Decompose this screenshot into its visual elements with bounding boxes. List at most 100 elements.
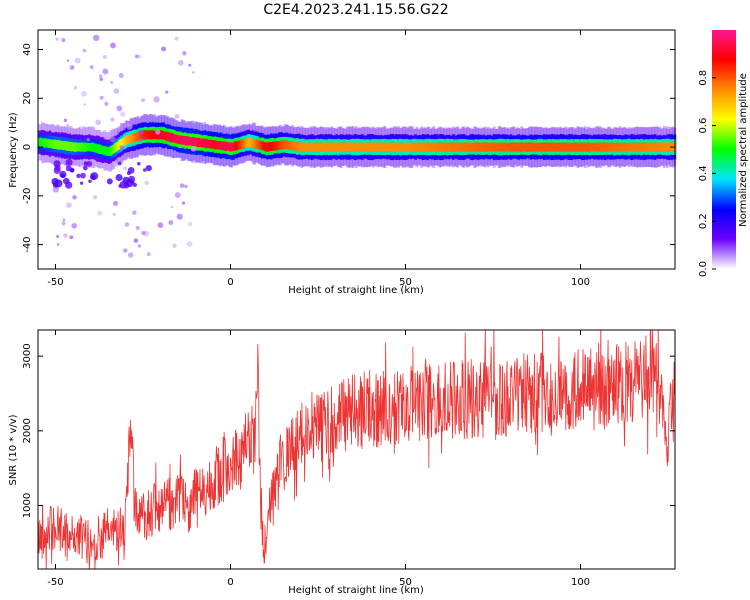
spectrogram-cell <box>212 140 216 149</box>
spectrogram-cell <box>350 142 354 152</box>
spectrogram-speckle <box>138 137 143 142</box>
spectrogram-cell <box>273 141 276 151</box>
spectrogram-cell <box>496 142 499 152</box>
spectrogram-cell <box>277 141 281 150</box>
spectrogram-cell <box>649 142 652 152</box>
spectrogram-cell <box>248 137 252 147</box>
spectrogram-cell <box>647 142 651 152</box>
spectrogram-cell <box>535 142 539 152</box>
spectrogram-cell <box>292 141 296 151</box>
spectrogram-cell <box>538 142 542 152</box>
spectrogram-cell <box>201 138 205 148</box>
spectrogram-cell <box>641 142 645 152</box>
colorbar: 0.0 0.2 0.4 0.6 0.8 Normalized spectral ampl… <box>698 30 749 277</box>
spectrogram-cell <box>533 142 537 152</box>
spectrogram-cell <box>327 142 331 152</box>
spectrogram-cell <box>81 142 85 152</box>
x-tick-label: -50 <box>47 577 63 588</box>
spectrogram-cell <box>570 142 574 152</box>
spectrogram-cell <box>260 141 264 151</box>
spectrogram-speckle <box>104 101 109 106</box>
spectrogram-cell <box>332 142 335 152</box>
spectrogram-cell <box>194 137 197 147</box>
spectrogram-cell <box>254 139 258 149</box>
spectrogram-speckle <box>63 233 68 238</box>
spectrogram-cell <box>330 142 334 152</box>
spectrogram-cell <box>129 134 132 144</box>
spectrogram-cell <box>48 139 52 148</box>
spectrogram-cell <box>323 142 326 152</box>
spectrogram-cell <box>191 136 194 147</box>
spectrogram-cell <box>317 142 320 152</box>
spectrogram-cell <box>582 142 586 152</box>
spectrogram-cell <box>176 134 179 144</box>
spectrogram-cell <box>180 135 184 145</box>
spectrogram-cell <box>253 139 257 149</box>
spectrogram-cell <box>479 142 483 152</box>
spectrogram-ticks: -50 0 50 100 -40 -20 0 20 40 <box>22 30 675 288</box>
spectrogram-cell <box>94 143 97 153</box>
spectrogram-speckle <box>66 123 70 127</box>
spectrogram-cell <box>345 142 349 152</box>
spectrogram-cell <box>215 140 219 150</box>
spectrogram-cell <box>652 142 655 152</box>
spectrogram-cell <box>415 142 419 152</box>
spectrogram-cell <box>429 142 433 152</box>
spectrogram-speckle <box>132 182 137 187</box>
spectrogram-speckle <box>141 98 146 103</box>
spectrogram-cell <box>51 139 55 149</box>
spectrogram-cell <box>452 142 455 152</box>
spectrogram-cell <box>509 142 513 152</box>
spectrogram-speckle <box>161 46 167 52</box>
spectrogram-cell <box>441 142 445 152</box>
spectrogram-speckle <box>97 210 103 216</box>
spectrogram-cell <box>204 138 208 149</box>
spectrogram-cell <box>145 130 149 140</box>
spectrogram-speckle <box>153 96 160 103</box>
spectrogram-cell <box>424 142 428 152</box>
spectrogram-cell <box>291 141 294 151</box>
spectrogram-cell <box>75 142 79 152</box>
spectrogram-cell <box>297 142 301 151</box>
spectrogram-cell <box>242 139 246 149</box>
spectrogram-speckle <box>134 54 139 59</box>
spectrogram-cell <box>379 142 382 152</box>
spectrogram-cell <box>356 142 360 152</box>
spectrogram-cell <box>524 142 528 152</box>
spectrogram-cell <box>665 142 669 152</box>
spectrogram-cell <box>392 142 396 152</box>
y-tick-label: -40 <box>22 236 33 252</box>
spectrogram-cell <box>56 140 59 150</box>
spectrogram-cell <box>103 146 106 156</box>
spectrogram-cell <box>207 139 211 149</box>
spectrogram-cell <box>41 138 44 147</box>
spectrogram-cell <box>45 139 49 148</box>
spectrogram-cell <box>455 142 458 152</box>
colorbar-tick-label: 0.4 <box>698 165 709 181</box>
spectrogram-cell <box>235 141 238 151</box>
spectrogram-cell <box>295 141 299 151</box>
spectrogram-speckle <box>132 210 137 215</box>
spectrogram-cell <box>383 142 387 152</box>
spectrogram-cell <box>185 136 188 146</box>
spectrogram-cell <box>517 142 520 152</box>
spectrogram-cell <box>200 138 203 148</box>
spectrogram-speckle <box>165 90 169 94</box>
spectrogram-speckle <box>190 145 197 152</box>
spectrogram-cell <box>597 142 601 152</box>
spectrogram-cell <box>427 142 431 152</box>
spectrogram-cell <box>301 142 305 152</box>
spectrogram-cell <box>294 141 298 151</box>
spectrogram-cell <box>39 137 43 148</box>
spectrogram-speckle <box>61 38 66 43</box>
spectrogram-cell <box>288 140 291 150</box>
spectrogram-cell <box>265 142 269 152</box>
spectrogram-cell <box>65 141 69 151</box>
spectrogram-speckle <box>99 77 103 82</box>
spectrogram-speckle <box>112 200 119 206</box>
spectrogram-cell <box>580 142 584 152</box>
spectrogram-cell <box>141 131 144 140</box>
y-tick-label: 20 <box>22 92 33 105</box>
spectrogram-cell <box>406 142 410 152</box>
spectrogram-speckle <box>110 117 115 122</box>
